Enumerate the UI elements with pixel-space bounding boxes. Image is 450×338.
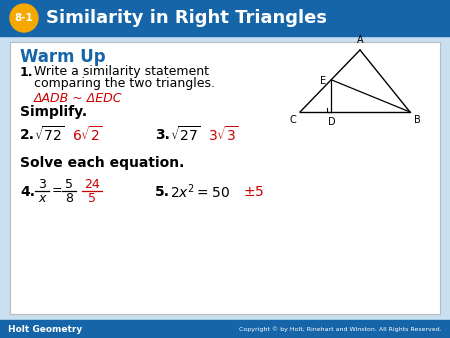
Text: 5.: 5. [155,185,170,199]
Text: Copyright © by Holt, Rinehart and Winston. All Rights Reserved.: Copyright © by Holt, Rinehart and Winsto… [239,326,442,332]
Text: Solve each equation.: Solve each equation. [20,156,184,170]
Bar [10,42,440,314]
Text: $\pm5$: $\pm5$ [243,185,264,199]
Text: comparing the two triangles.: comparing the two triangles. [34,77,215,91]
Text: 1.: 1. [20,66,33,78]
Text: 3: 3 [38,177,46,191]
Text: Holt Geometry: Holt Geometry [8,324,82,334]
Text: C: C [289,115,296,125]
Text: =: = [52,185,62,197]
Text: D: D [328,117,336,127]
Text: $6\sqrt{2}$: $6\sqrt{2}$ [72,125,103,144]
Text: ΔADB ~ ΔEDC: ΔADB ~ ΔEDC [34,92,122,104]
Text: $\sqrt{27}$: $\sqrt{27}$ [170,125,201,144]
Text: 8-1: 8-1 [14,13,33,23]
Text: 2.: 2. [20,128,35,142]
Text: Write a similarity statement: Write a similarity statement [34,66,209,78]
Text: 3.: 3. [155,128,170,142]
Text: $2x^2 = 50$: $2x^2 = 50$ [170,183,230,201]
Text: $3\sqrt{3}$: $3\sqrt{3}$ [208,125,239,144]
Text: B: B [414,115,421,125]
Text: Warm Up: Warm Up [20,48,106,66]
Bar [0,0,450,36]
Text: 8: 8 [65,193,73,206]
Text: A: A [357,35,363,45]
Text: Similarity in Right Triangles: Similarity in Right Triangles [46,9,327,27]
Text: x: x [38,193,46,206]
Bar [0,320,450,338]
Text: 4.: 4. [20,185,35,199]
Text: 24: 24 [84,177,100,191]
Text: 5: 5 [88,193,96,206]
Text: $\sqrt{72}$: $\sqrt{72}$ [34,125,65,144]
Text: 5: 5 [65,177,73,191]
Circle shape [10,4,38,32]
Text: E: E [320,76,326,86]
Text: Simplify.: Simplify. [20,105,87,119]
